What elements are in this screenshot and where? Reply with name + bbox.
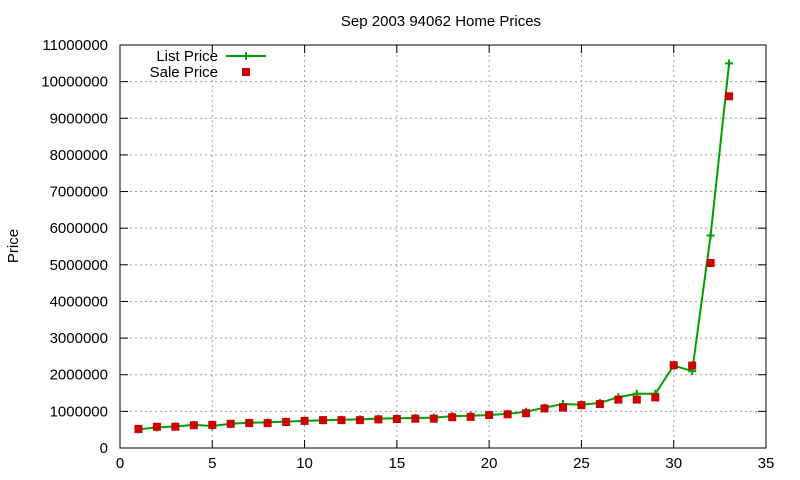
sale-price-point <box>485 411 494 420</box>
plot-frame <box>119 44 767 449</box>
x-tick-label: 5 <box>208 455 216 472</box>
x-axis-ticks: 0 5 10 15 20 25 30 35 <box>116 45 775 472</box>
sale-price-point <box>392 415 401 424</box>
y-tick-label: 5000000 <box>50 257 108 274</box>
x-tick-label: 15 <box>389 455 406 472</box>
sale-price-point <box>706 258 715 267</box>
y-tick-label: 7000000 <box>50 184 108 201</box>
y-tick-label: 3000000 <box>50 330 108 347</box>
sale-price-point <box>374 415 383 424</box>
chart-title: Sep 2003 94062 Home Prices <box>341 13 541 30</box>
sale-price-point <box>226 419 235 428</box>
sale-price-point <box>577 401 586 410</box>
x-tick-label: 0 <box>116 455 124 472</box>
series-layer <box>134 59 734 434</box>
sale-price-point <box>688 361 697 370</box>
x-tick-label: 20 <box>481 455 498 472</box>
y-tick-label: 0 <box>100 440 108 457</box>
x-tick-label: 35 <box>758 455 775 472</box>
sale-price-point <box>411 414 420 423</box>
y-tick-label: 9000000 <box>50 110 108 127</box>
sale-price-point <box>319 416 328 425</box>
sale-price-point <box>503 410 512 419</box>
sale-price-point <box>208 420 217 429</box>
y-tick-label: 8000000 <box>50 147 108 164</box>
legend-label-list-price: List Price <box>156 48 218 65</box>
grid <box>120 45 766 448</box>
legend-label-sale-price: Sale Price <box>150 64 218 81</box>
sale-price-point <box>355 416 364 425</box>
sale-price-point <box>282 417 291 426</box>
y-axis-ticks: 0 1000000 2000000 3000000 4000000 5000000 6000… <box>41 37 766 457</box>
sale-price-point <box>632 395 641 404</box>
legend-marker-list-price <box>242 52 250 60</box>
x-tick-label: 25 <box>573 455 590 472</box>
list-price-point <box>706 231 715 240</box>
y-tick-label: 11000000 <box>42 37 108 54</box>
sale-price-point <box>595 400 604 409</box>
sale-price-point <box>300 416 309 425</box>
sale-price-point <box>245 419 254 428</box>
sale-price-point <box>189 421 198 430</box>
sale-price-point <box>134 424 143 433</box>
sale-price-point <box>448 413 457 422</box>
sale-price-point <box>152 422 161 431</box>
y-axis-label: Price <box>5 229 22 263</box>
y-tick-label: 2000000 <box>50 367 108 384</box>
sale-price-point <box>337 416 346 425</box>
legend-marker-sale-price <box>242 68 250 76</box>
sale-price-point <box>171 422 180 431</box>
x-tick-label: 10 <box>296 455 313 472</box>
y-tick-label: 6000000 <box>50 220 108 237</box>
sale-price-point <box>466 412 475 421</box>
sale-price-point <box>263 419 272 428</box>
sale-price-point <box>540 404 549 413</box>
x-tick-label: 30 <box>665 455 682 472</box>
y-tick-label: 4000000 <box>50 293 108 310</box>
sale-price-point <box>558 403 567 412</box>
list-price-point <box>725 59 734 68</box>
sale-price-point <box>725 92 734 101</box>
sale-price-point <box>522 409 531 418</box>
sale-price-point <box>669 361 678 370</box>
sale-price-point <box>614 395 623 404</box>
sale-price-point <box>651 393 660 402</box>
y-tick-label: 10000000 <box>41 74 108 91</box>
y-tick-label: 1000000 <box>50 403 108 420</box>
sale-price-point <box>429 414 438 423</box>
